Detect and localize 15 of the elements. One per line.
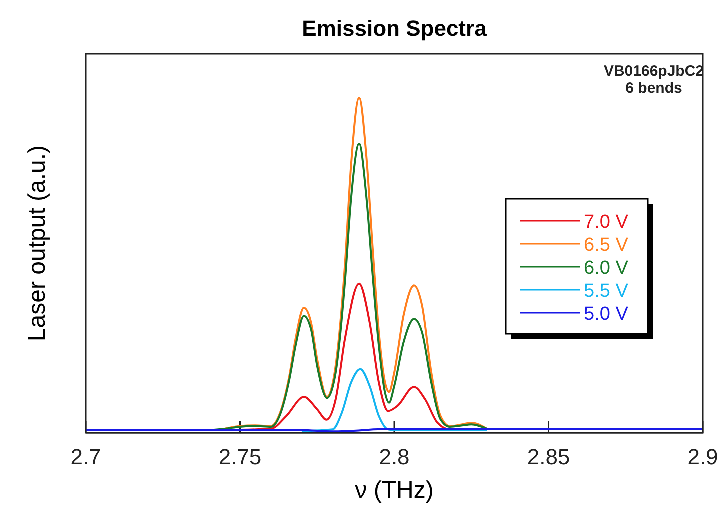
x-tick-label: 2.85 — [527, 444, 570, 470]
x-tick-label: 2.75 — [218, 444, 262, 470]
text: VB0166pJbC2 — [604, 63, 704, 80]
legend-label: 5.0 V — [584, 304, 629, 325]
x-tick-label: 2.8 — [379, 444, 410, 470]
legend-label: 5.5 V — [584, 281, 629, 302]
chart-title: Emission Spectra — [302, 16, 488, 41]
x-tick-label: 2.9 — [688, 444, 718, 470]
legend-label: 6.0 V — [584, 258, 629, 279]
text: 6 bends — [626, 80, 682, 97]
legend-label: 7.0 V — [584, 212, 629, 233]
x-tick-label: 2.7 — [70, 444, 102, 470]
legend-label: 6.5 V — [584, 235, 629, 256]
y-axis-title: Laser output (a.u.) — [24, 145, 51, 342]
x-axis-title: ν (THz) — [355, 477, 434, 504]
